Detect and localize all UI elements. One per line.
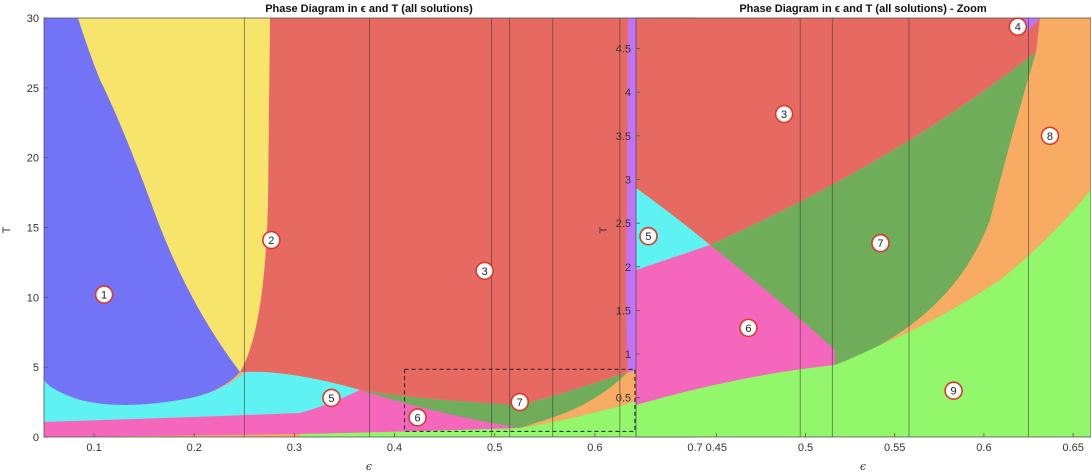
region-label-text: 4 <box>1015 22 1021 34</box>
x-tick-label: 0.3 <box>287 442 302 454</box>
x-tick-label: 0.55 <box>884 442 905 454</box>
y-axis-label-full: T <box>1 226 13 233</box>
region-label-7: 7 <box>510 392 530 412</box>
axis-ticks-zoom: 0.45 0.5 0.55 0.6 0.65 0.5 1 1.5 2 2.5 3 3.5 4 4.5 <box>616 44 1084 454</box>
y-tick-label: 2.5 <box>616 218 631 230</box>
region-label-circle <box>774 104 794 124</box>
y-tick-label: 5 <box>33 362 39 374</box>
plot-frame-zoom <box>635 17 1091 438</box>
region-fill-4 <box>445 18 695 374</box>
region-fill-9 <box>300 383 695 437</box>
region-labels-zoom: 3 4 5 6 7 8 9 <box>639 17 1060 401</box>
region-label-3: 3 <box>475 261 494 281</box>
region-fill-7 <box>360 372 628 428</box>
y-axis-label-zoom: T <box>598 226 610 233</box>
region-fill-6 <box>636 245 835 405</box>
y-tick-label: 1 <box>625 349 631 361</box>
region-label-circle <box>510 392 530 412</box>
region-label-text: 5 <box>645 231 651 243</box>
region-label-text: 7 <box>877 238 883 250</box>
region-label-8: 8 <box>1040 126 1060 146</box>
x-tick-label: 0.7 <box>687 442 702 454</box>
region-label-text: 1 <box>101 290 107 302</box>
x-axis-label-full: ϵ <box>366 460 372 473</box>
y-tick-label: 30 <box>27 13 39 25</box>
x-tick-label: 0.5 <box>798 442 813 454</box>
x-tick-label: 0.45 <box>706 442 727 454</box>
y-tick-label: 25 <box>27 83 39 95</box>
region-fill-1 <box>44 18 240 405</box>
chart-title-zoom: Phase Diagram in ϵ and T (all solutions)… <box>739 3 987 15</box>
region-label-circle <box>1040 126 1060 146</box>
y-tick-label: 15 <box>27 223 39 235</box>
x-tick-label: 0.4 <box>387 442 402 454</box>
region-label-4: 4 <box>1008 17 1028 37</box>
x-axis-label-zoom: ϵ <box>860 460 866 473</box>
region-label-5: 5 <box>322 388 341 408</box>
y-tick-label: 4 <box>625 87 631 99</box>
chart-title-full: Phase Diagram in ϵ and T (all solutions) <box>265 3 473 15</box>
region-label-6: 6 <box>408 408 427 427</box>
x-tick-label: 0.65 <box>1062 442 1083 454</box>
y-tick-label: 4.5 <box>616 44 631 56</box>
x-tick-label: 0.6 <box>587 442 602 454</box>
region-label-circle <box>475 261 494 281</box>
region-label-text: 7 <box>517 397 523 409</box>
region-fill-2 <box>78 18 270 372</box>
x-tick-label: 0.1 <box>86 442 101 454</box>
region-label-7: 7 <box>871 233 890 253</box>
region-label-text: 5 <box>328 393 334 405</box>
region-label-text: 3 <box>482 266 488 278</box>
x-tick-label: 0.2 <box>187 442 202 454</box>
region-fill-3 <box>240 18 628 405</box>
parameter-lines-full <box>243 18 621 437</box>
region-label-circle <box>94 285 114 304</box>
region-label-circle <box>944 381 963 401</box>
region-label-2: 2 <box>262 230 281 250</box>
region-label-6: 6 <box>739 318 758 338</box>
y-tick-label: 0.5 <box>616 393 631 405</box>
region-label-text: 8 <box>1047 131 1053 143</box>
region-label-text: 3 <box>781 109 787 121</box>
y-tick-label: 1.5 <box>616 305 631 317</box>
region-label-circle <box>639 226 658 246</box>
parameter-lines-zoom <box>799 18 1029 437</box>
region-label-circle <box>739 318 758 338</box>
region-label-circle <box>262 230 281 250</box>
region-fill-7 <box>710 52 1036 365</box>
region-label-text: 9 <box>951 386 957 398</box>
region-label-1: 1 <box>94 285 114 304</box>
y-tick-label: 10 <box>27 292 39 304</box>
region-fill-3 <box>636 18 1040 245</box>
region-label-5: 5 <box>639 226 658 246</box>
y-tick-label: 0 <box>33 432 39 444</box>
region-label-9: 9 <box>944 381 963 401</box>
region-label-3: 3 <box>774 104 794 124</box>
y-tick-label: 3.5 <box>616 131 631 143</box>
y-tick-label: 20 <box>27 153 39 165</box>
region-label-circle <box>408 408 427 427</box>
y-tick-label: 2 <box>625 262 631 274</box>
region-label-text: 2 <box>268 235 274 247</box>
x-tick-label: 0.6 <box>976 442 991 454</box>
phase-regions-zoom <box>636 18 1091 437</box>
region-label-circle <box>322 388 341 408</box>
region-fill-5 <box>44 371 360 422</box>
region-fill-5 <box>636 188 710 270</box>
region-label-text: 6 <box>415 412 421 424</box>
zoom-box <box>404 368 636 432</box>
x-tick-label: 0.5 <box>487 442 502 454</box>
region-label-circle <box>1008 17 1028 37</box>
y-tick-label: 3 <box>625 174 631 186</box>
chart-panel-zoom: 0.45 0.5 0.55 0.6 0.65 0.5 1 1.5 2 2.5 3 3.5 4 4.5 3 4… <box>598 3 1091 473</box>
region-label-circle <box>871 233 890 253</box>
region-label-text: 6 <box>745 323 751 335</box>
